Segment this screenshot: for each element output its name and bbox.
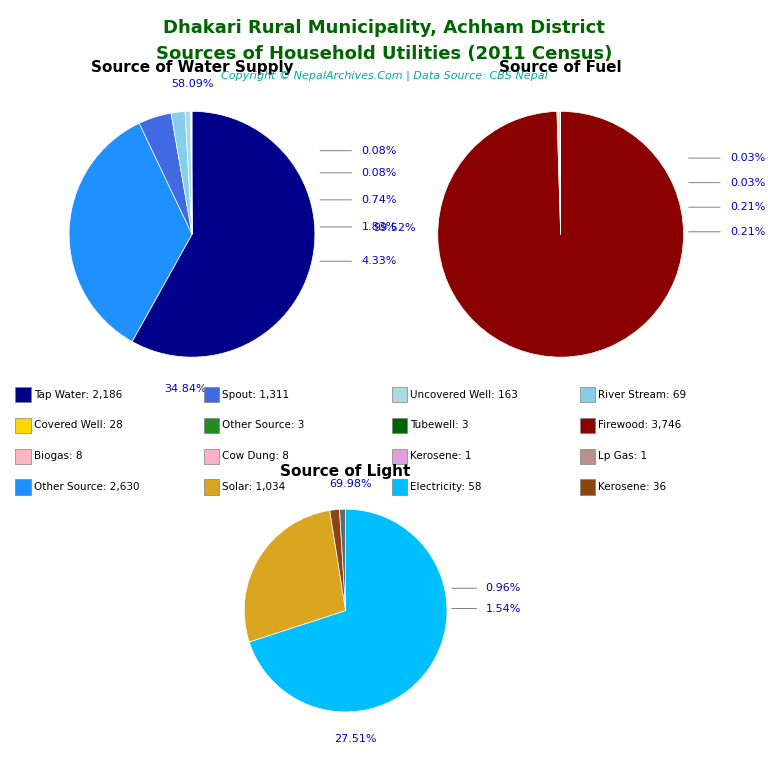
Bar [392, 418, 407, 433]
Bar [580, 387, 595, 402]
Text: Kerosene: 1: Kerosene: 1 [410, 451, 472, 462]
Text: Biogas: 8: Biogas: 8 [34, 451, 82, 462]
Text: Copyright © NepalArchives.Com | Data Source: CBS Nepal: Copyright © NepalArchives.Com | Data Sou… [220, 71, 548, 81]
Wedge shape [190, 111, 192, 234]
Bar [392, 449, 407, 464]
Text: Tap Water: 2,186: Tap Water: 2,186 [34, 389, 122, 400]
Bar [580, 479, 595, 495]
Text: 69.98%: 69.98% [329, 479, 372, 489]
Wedge shape [558, 111, 561, 234]
Text: Kerosene: 36: Kerosene: 36 [598, 482, 667, 492]
Wedge shape [329, 509, 346, 611]
Text: 0.03%: 0.03% [730, 153, 766, 163]
Text: Cow Dung: 8: Cow Dung: 8 [222, 451, 289, 462]
Text: 0.96%: 0.96% [485, 583, 521, 593]
Text: 1.83%: 1.83% [362, 222, 397, 232]
Text: 27.51%: 27.51% [335, 734, 377, 744]
Wedge shape [438, 111, 684, 357]
Wedge shape [132, 111, 315, 357]
Text: 34.84%: 34.84% [164, 384, 207, 394]
Text: Spout: 1,311: Spout: 1,311 [222, 389, 289, 400]
Text: Solar: 1,034: Solar: 1,034 [222, 482, 285, 492]
Bar [580, 418, 595, 433]
Text: 0.08%: 0.08% [362, 167, 397, 178]
Bar [204, 449, 219, 464]
Text: 0.21%: 0.21% [730, 202, 766, 212]
Title: Source of Fuel: Source of Fuel [499, 61, 622, 75]
Wedge shape [171, 111, 192, 234]
Bar [15, 387, 31, 402]
Text: 1.54%: 1.54% [485, 604, 521, 614]
Wedge shape [185, 111, 192, 234]
Bar [204, 387, 219, 402]
Title: Source of Light: Source of Light [280, 464, 411, 478]
Bar [15, 449, 31, 464]
Text: River Stream: 69: River Stream: 69 [598, 389, 687, 400]
Wedge shape [249, 509, 447, 712]
Text: Covered Well: 28: Covered Well: 28 [34, 420, 123, 431]
Bar [15, 418, 31, 433]
Wedge shape [339, 509, 346, 611]
Bar [392, 387, 407, 402]
Text: Firewood: 3,746: Firewood: 3,746 [598, 420, 681, 431]
Title: Source of Water Supply: Source of Water Supply [91, 61, 293, 75]
Text: 0.03%: 0.03% [730, 177, 766, 187]
Bar [580, 449, 595, 464]
Bar [392, 479, 407, 495]
Text: Electricity: 58: Electricity: 58 [410, 482, 482, 492]
Text: Tubewell: 3: Tubewell: 3 [410, 420, 468, 431]
Text: 0.08%: 0.08% [362, 146, 397, 156]
Text: Other Source: 3: Other Source: 3 [222, 420, 304, 431]
Text: 4.33%: 4.33% [362, 257, 397, 266]
Text: Other Source: 2,630: Other Source: 2,630 [34, 482, 139, 492]
Bar [204, 479, 219, 495]
Text: 58.09%: 58.09% [170, 79, 214, 89]
Text: 99.52%: 99.52% [373, 223, 415, 233]
Bar [15, 479, 31, 495]
Text: 0.21%: 0.21% [730, 227, 766, 237]
Wedge shape [139, 113, 192, 234]
Wedge shape [557, 111, 561, 234]
Text: Sources of Household Utilities (2011 Census): Sources of Household Utilities (2011 Cen… [156, 45, 612, 62]
Text: Uncovered Well: 163: Uncovered Well: 163 [410, 389, 518, 400]
Wedge shape [69, 123, 192, 342]
Text: Dhakari Rural Municipality, Achham District: Dhakari Rural Municipality, Achham Distr… [163, 19, 605, 37]
Bar [204, 418, 219, 433]
Wedge shape [244, 511, 346, 642]
Text: 0.74%: 0.74% [362, 195, 397, 205]
Text: Lp Gas: 1: Lp Gas: 1 [598, 451, 647, 462]
